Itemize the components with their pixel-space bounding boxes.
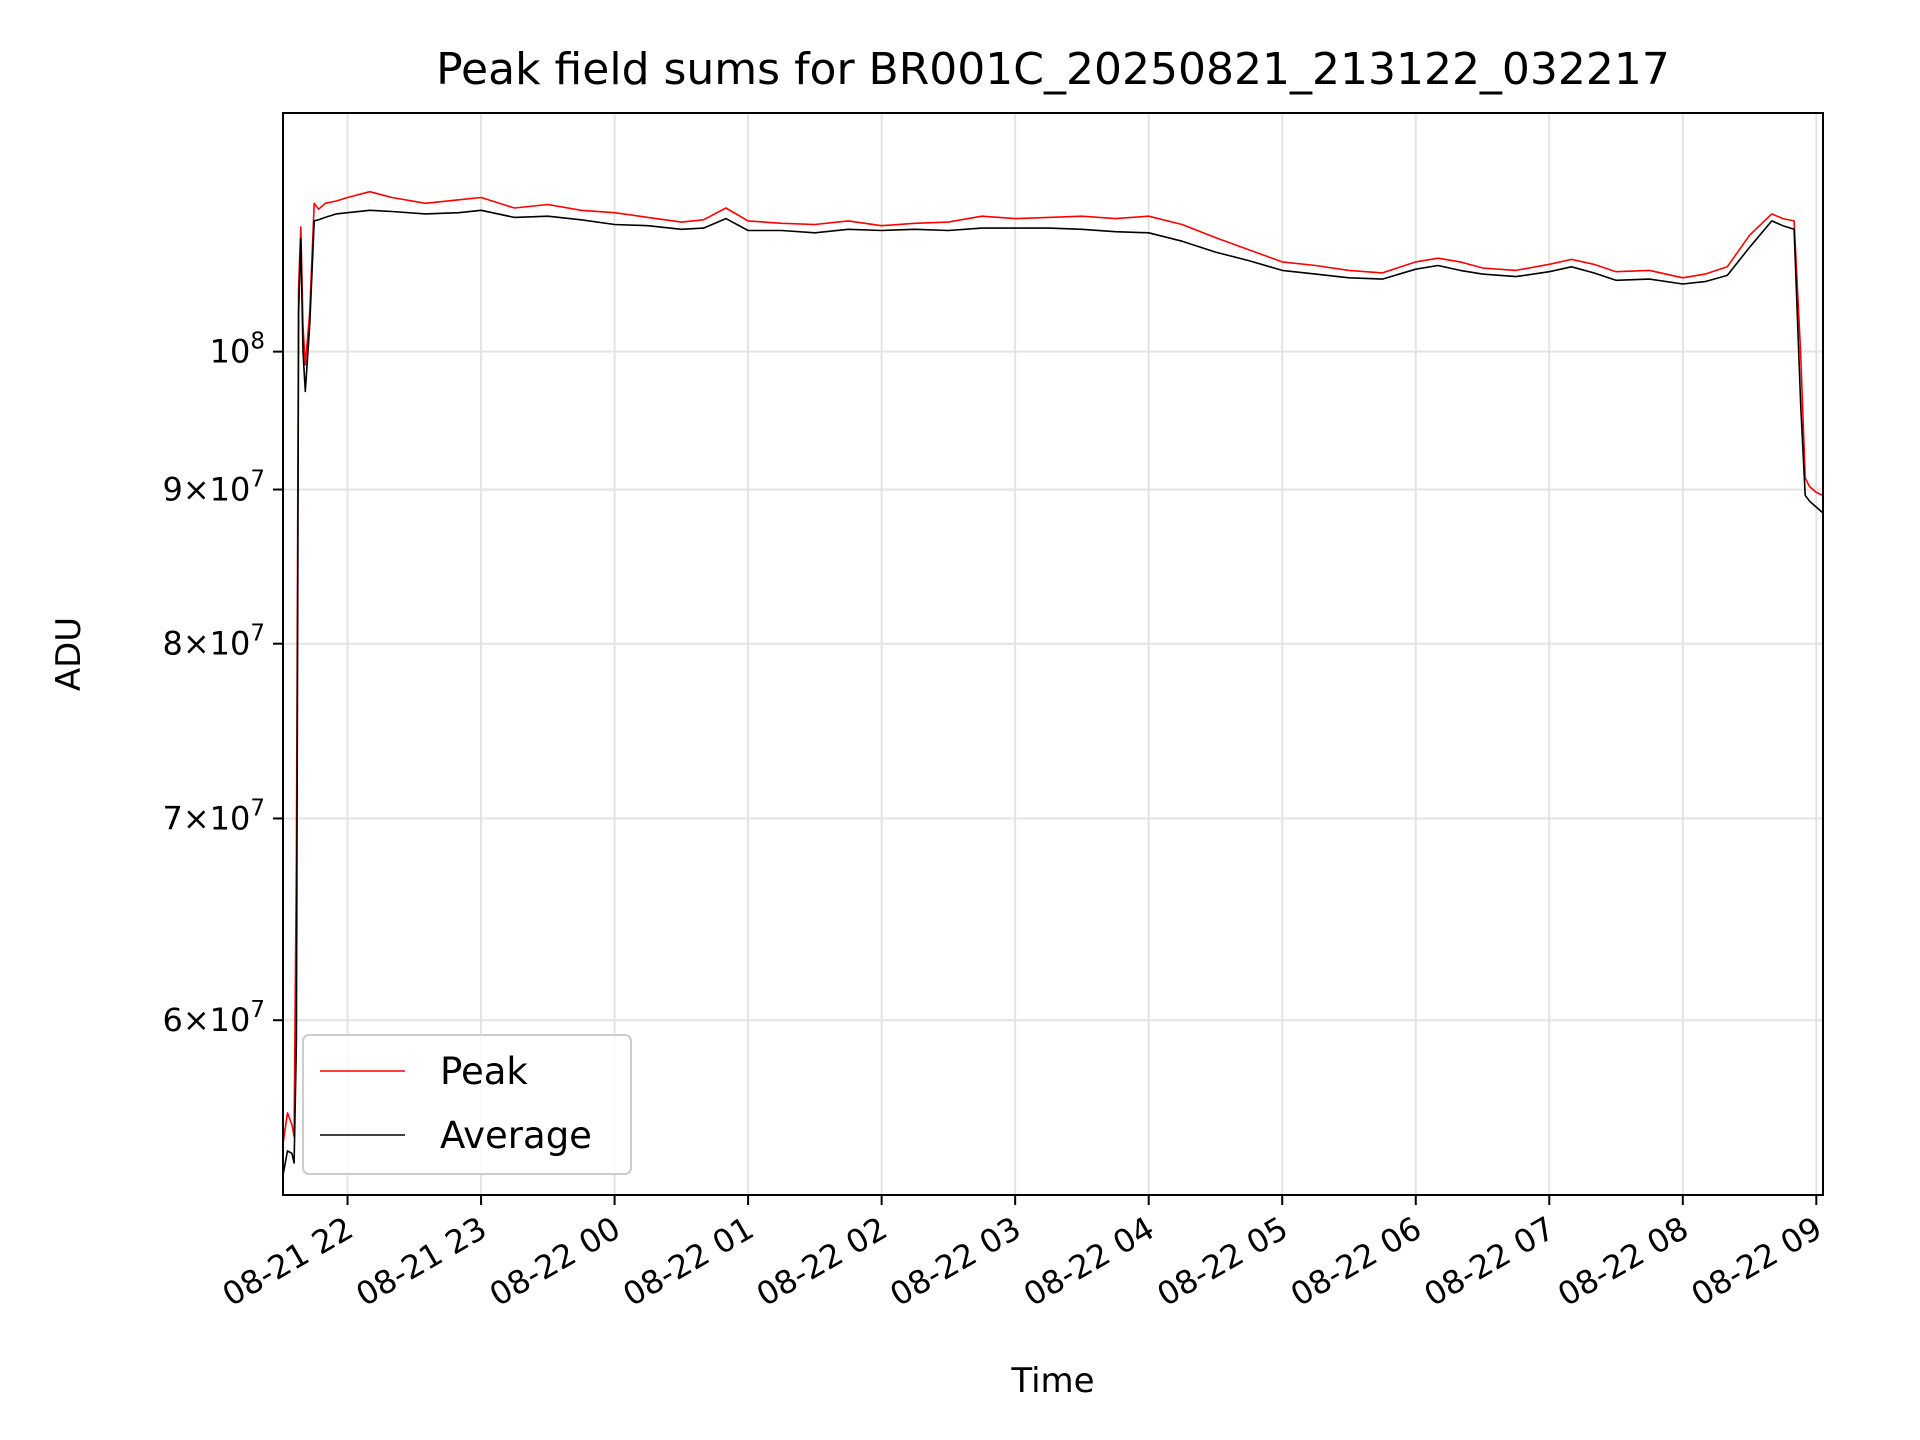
y-tick-exponent: 7 [250, 997, 265, 1023]
y-axis-label: ADU [49, 617, 89, 691]
y-tick-mantissa: 9×10 [162, 471, 250, 509]
legend-label-peak: Peak [440, 1050, 528, 1093]
y-tick-label: 7×107 [162, 795, 265, 837]
y-tick-mantissa: 6×10 [162, 1001, 250, 1039]
y-tick-label: 108 [210, 329, 265, 371]
y-tick-exponent: 7 [250, 467, 265, 493]
chart-title: Peak field sums for BR001C_20250821_2131… [436, 44, 1670, 95]
legend-label-average: Average [440, 1114, 592, 1157]
y-tick-mantissa: 7×10 [162, 799, 250, 837]
series-line-peak [283, 190, 1823, 1144]
y-tick-label: 6×107 [162, 997, 265, 1039]
series-line-average [283, 209, 1823, 1176]
series-lines [283, 190, 1823, 1176]
plot-frame [282, 112, 1824, 1196]
legend: Peak Average [302, 1034, 632, 1175]
grid [283, 113, 1823, 1195]
y-tick-exponent: 7 [250, 621, 265, 647]
x-axis-label: Time [1010, 1361, 1094, 1401]
legend-box [302, 1034, 632, 1175]
y-tick-mantissa: 8×10 [162, 625, 250, 663]
y-tick-label: 9×107 [162, 467, 265, 509]
y-tick-exponent: 8 [250, 329, 265, 355]
y-tick-exponent: 7 [250, 795, 265, 821]
y-tick-label: 8×107 [162, 621, 265, 663]
y-tick-mantissa: 10 [210, 333, 251, 371]
